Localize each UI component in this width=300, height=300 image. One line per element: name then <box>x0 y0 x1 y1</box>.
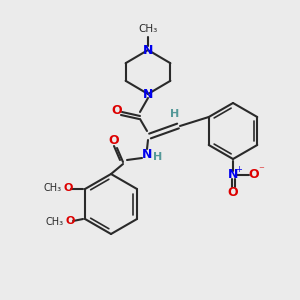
Text: O: O <box>249 169 259 182</box>
Text: O: O <box>65 216 75 226</box>
Text: O: O <box>109 134 119 146</box>
Text: H: H <box>153 152 163 162</box>
Text: +: + <box>236 166 242 175</box>
Text: N: N <box>228 169 238 182</box>
Text: H: H <box>170 109 180 119</box>
Text: CH₃: CH₃ <box>138 24 158 34</box>
Text: N: N <box>142 148 152 160</box>
Text: O: O <box>228 187 238 200</box>
Text: N: N <box>143 88 153 100</box>
Text: CH₃: CH₃ <box>44 183 62 193</box>
Text: O: O <box>63 183 73 193</box>
Text: O: O <box>112 104 122 118</box>
Text: N: N <box>143 44 153 56</box>
Text: ⁻: ⁻ <box>258 165 264 175</box>
Text: CH₃: CH₃ <box>46 217 64 227</box>
